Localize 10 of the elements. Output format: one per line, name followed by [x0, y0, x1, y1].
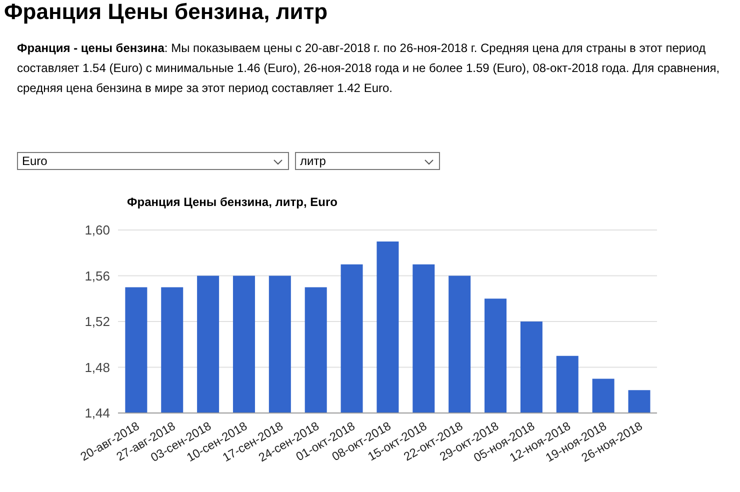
y-tick-label: 1,56 [84, 268, 110, 284]
y-tick-label: 1,48 [84, 360, 110, 375]
y-tick-label: 1,52 [84, 314, 110, 330]
chart-subtitle: Франция - цены бензина: Мы показываем цены с 20-авг-2018 г. по 26-ноя-2018 г. Средняя цена для страны в этот период составляет 1.54 (Euro) с минимальные 1.46 (Euro), 26-ноя-2018 года и не более 1.59 (Euro), 08-окт-2018 года. Для сравнения, средняя цена бензина в мире за этот период составляет 1.42 Euro. [17, 40, 721, 97]
text: литр [300, 154, 326, 168]
text: Франция Цены бензина, литр, Euro [127, 195, 338, 209]
y-tick-label: 1,60 [84, 222, 110, 238]
text: Euro [22, 154, 48, 168]
y-tick-label: 1,44 [84, 406, 110, 421]
chart-title: Франция Цены бензина, литр [4, 0, 328, 25]
